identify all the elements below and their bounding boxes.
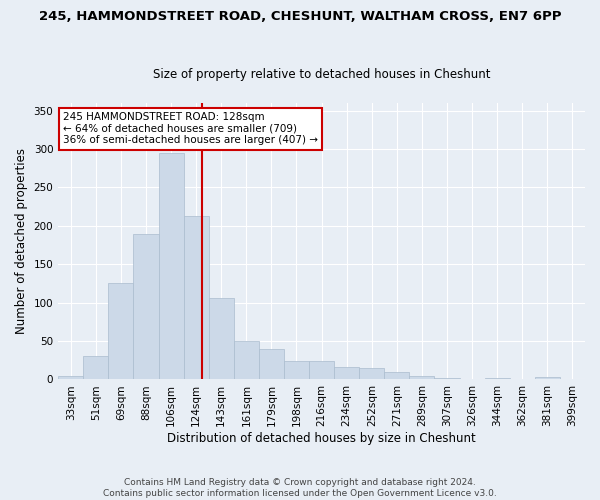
Bar xyxy=(485,378,510,380)
Text: Contains HM Land Registry data © Crown copyright and database right 2024.
Contai: Contains HM Land Registry data © Crown c… xyxy=(103,478,497,498)
Bar xyxy=(334,367,359,380)
Bar xyxy=(385,372,409,380)
Bar xyxy=(560,378,585,380)
Y-axis label: Number of detached properties: Number of detached properties xyxy=(15,148,28,334)
Bar xyxy=(58,376,83,380)
Bar xyxy=(234,341,259,380)
Bar xyxy=(133,234,158,380)
Text: 245 HAMMONDSTREET ROAD: 128sqm
← 64% of detached houses are smaller (709)
36% of: 245 HAMMONDSTREET ROAD: 128sqm ← 64% of … xyxy=(63,112,318,146)
Bar xyxy=(184,216,209,380)
X-axis label: Distribution of detached houses by size in Cheshunt: Distribution of detached houses by size … xyxy=(167,432,476,445)
Text: 245, HAMMONDSTREET ROAD, CHESHUNT, WALTHAM CROSS, EN7 6PP: 245, HAMMONDSTREET ROAD, CHESHUNT, WALTH… xyxy=(39,10,561,23)
Bar xyxy=(359,368,385,380)
Bar xyxy=(309,361,334,380)
Bar xyxy=(209,298,234,380)
Bar xyxy=(409,376,434,380)
Bar xyxy=(535,377,560,380)
Bar xyxy=(259,348,284,380)
Bar xyxy=(460,378,485,380)
Bar xyxy=(109,284,133,380)
Bar xyxy=(434,378,460,380)
Bar xyxy=(158,153,184,380)
Bar xyxy=(284,361,309,380)
Bar xyxy=(83,356,109,380)
Title: Size of property relative to detached houses in Cheshunt: Size of property relative to detached ho… xyxy=(153,68,490,81)
